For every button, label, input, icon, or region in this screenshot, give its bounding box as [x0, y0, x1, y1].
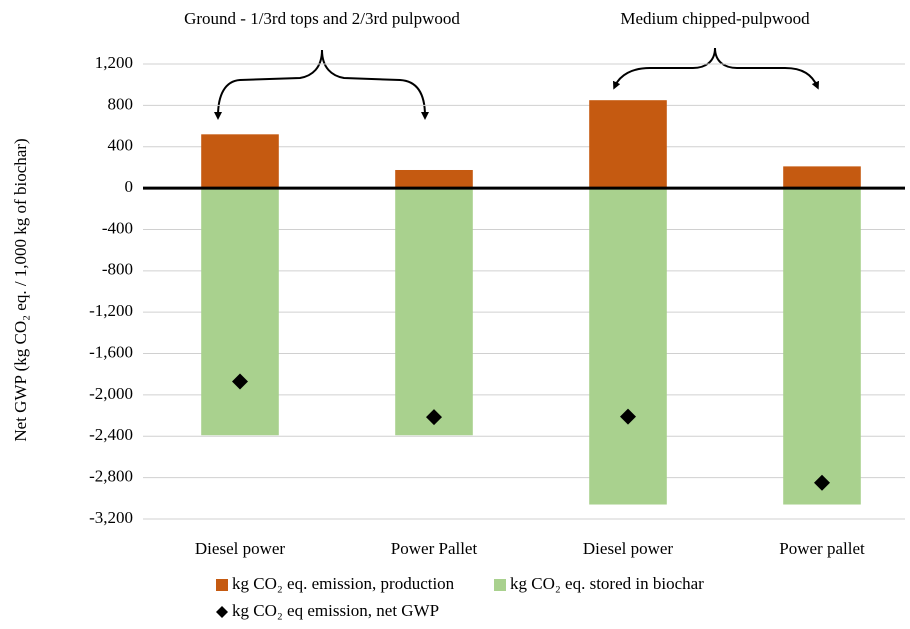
y-tick-label: 1,200: [95, 53, 133, 72]
bar: [783, 188, 861, 505]
y-tick-label: -2,000: [89, 384, 133, 403]
y-tick-label: -2,800: [89, 467, 133, 486]
bar: [589, 188, 667, 505]
y-tick-label: -400: [102, 218, 133, 237]
y-tick-label: -1,200: [89, 301, 133, 320]
annotation: Medium chipped-pulpwood: [620, 9, 810, 28]
bracket: [714, 47, 819, 90]
net-marker: [232, 373, 248, 390]
y-tick-label: 0: [125, 177, 134, 196]
bracket: [214, 49, 323, 120]
legend-swatch: [216, 579, 228, 591]
y-tick-label: 400: [108, 136, 134, 155]
bar: [201, 134, 279, 189]
y-tick-label: -3,200: [89, 508, 133, 527]
bar: [589, 100, 667, 189]
bar: [783, 166, 861, 189]
net-marker: [620, 408, 636, 425]
bracket: [613, 47, 716, 90]
bar: [395, 188, 473, 436]
x-tick-label: Diesel power: [195, 539, 286, 558]
legend-marker: [216, 606, 228, 618]
x-tick-label: Diesel power: [583, 539, 674, 558]
annotation: Ground - 1/3rd tops and 2/3rd pulpwood: [184, 9, 460, 28]
legend-label: kg CO₂ eq emission, net GWP: [232, 601, 439, 620]
y-tick-label: 800: [108, 94, 134, 113]
legend-label: kg CO₂ eq. stored in biochar: [510, 574, 704, 593]
bar: [201, 188, 279, 436]
x-tick-label: Power Pallet: [391, 539, 478, 558]
legend-swatch: [494, 579, 506, 591]
y-tick-label: -2,400: [89, 425, 133, 444]
x-tick-label: Power pallet: [779, 539, 865, 558]
net-marker: [426, 409, 442, 426]
legend-label: kg CO₂ eq. emission, production: [232, 574, 455, 593]
bar: [395, 169, 473, 189]
y-tick-label: -1,600: [89, 342, 133, 361]
y-tick-label: -800: [102, 260, 133, 279]
bracket: [321, 49, 429, 120]
net-marker: [814, 474, 830, 491]
y-axis-label: Net GWP (kg CO₂ eq. / 1,000 kg of biocha…: [11, 138, 30, 441]
